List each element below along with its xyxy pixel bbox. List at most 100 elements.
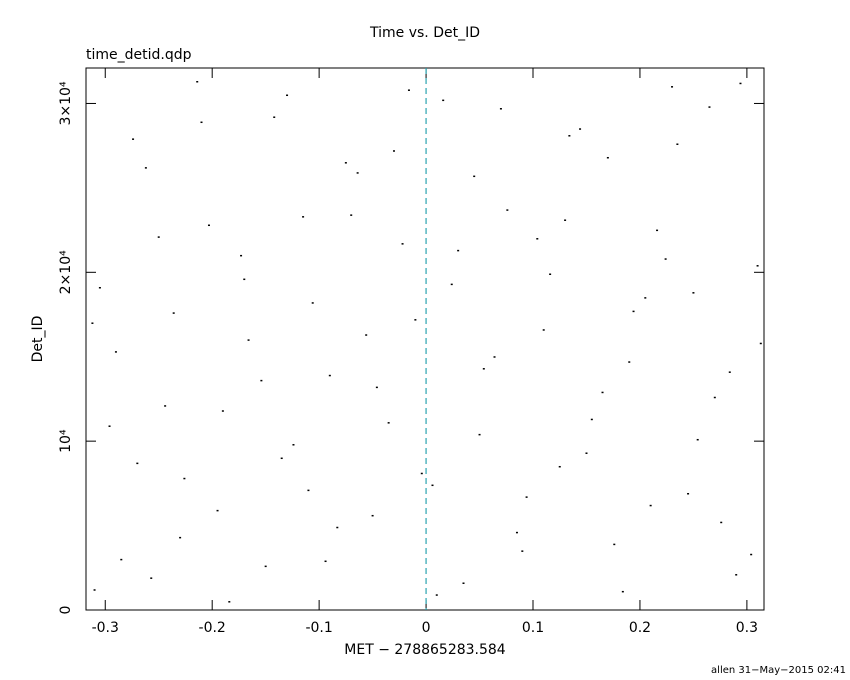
point xyxy=(696,438,699,441)
point xyxy=(431,484,434,487)
point xyxy=(179,536,182,539)
point xyxy=(307,489,310,492)
point xyxy=(478,433,481,436)
point xyxy=(172,312,175,314)
point xyxy=(371,514,374,517)
point xyxy=(132,138,135,140)
point xyxy=(750,553,753,556)
point xyxy=(196,81,199,83)
point xyxy=(344,162,347,164)
x-tick-label: 0 xyxy=(422,620,431,636)
point xyxy=(247,339,250,341)
x-tick-label: -0.2 xyxy=(199,620,226,636)
point xyxy=(164,405,167,407)
point xyxy=(515,531,518,534)
point xyxy=(150,577,153,579)
point xyxy=(759,342,762,345)
point xyxy=(120,558,123,561)
point xyxy=(273,116,276,118)
point xyxy=(549,273,552,275)
point xyxy=(292,444,295,446)
x-tick-label: -0.1 xyxy=(305,620,332,636)
x-tick-label: 0.1 xyxy=(522,620,544,636)
y-tick-label: 3×10⁴ xyxy=(58,81,74,125)
x-tick-label: 0.2 xyxy=(629,620,651,636)
point xyxy=(585,452,588,454)
chart-title: Time vs. Det_ID xyxy=(369,25,480,41)
plot-frame xyxy=(85,67,765,611)
point xyxy=(621,590,624,593)
point xyxy=(264,565,267,568)
point xyxy=(756,265,759,267)
point xyxy=(708,106,711,108)
point xyxy=(401,243,404,245)
point xyxy=(216,509,219,512)
point xyxy=(632,310,635,313)
point xyxy=(542,329,545,331)
point xyxy=(350,214,353,216)
point xyxy=(365,334,368,336)
point xyxy=(739,82,742,85)
point xyxy=(280,457,283,460)
point xyxy=(671,86,674,88)
point xyxy=(606,156,609,159)
point xyxy=(525,496,528,498)
y-tick-label: 10⁴ xyxy=(58,429,74,453)
point xyxy=(590,418,593,421)
point xyxy=(200,121,203,124)
point xyxy=(493,356,496,358)
point xyxy=(482,368,485,370)
y-tick-label: 2×10⁴ xyxy=(58,250,74,294)
point xyxy=(601,391,604,394)
y-tick-label: 0 xyxy=(58,606,74,615)
point xyxy=(473,175,476,178)
point xyxy=(676,143,679,145)
point xyxy=(324,560,327,563)
point xyxy=(407,89,410,91)
point xyxy=(260,379,263,382)
point xyxy=(302,216,305,218)
point xyxy=(375,386,378,389)
y-axis-label: Det_ID xyxy=(30,316,46,363)
point xyxy=(656,229,659,232)
point xyxy=(98,287,101,289)
point xyxy=(457,249,460,252)
point xyxy=(564,219,567,221)
point xyxy=(240,254,243,257)
point xyxy=(687,492,690,495)
point xyxy=(728,371,731,373)
point xyxy=(387,422,390,424)
point xyxy=(506,209,509,211)
point xyxy=(136,462,139,465)
point xyxy=(243,278,246,281)
point xyxy=(649,504,652,507)
point xyxy=(91,322,94,324)
point xyxy=(692,292,695,294)
point xyxy=(644,297,647,299)
point xyxy=(720,521,723,524)
point xyxy=(558,465,561,468)
footer: allen 31−May−2015 02:41 xyxy=(711,665,846,676)
point xyxy=(420,472,423,475)
point xyxy=(392,150,395,152)
point xyxy=(356,172,359,174)
point xyxy=(228,601,231,603)
point xyxy=(221,410,224,412)
chart-subtitle: time_detid.qdp xyxy=(86,47,192,63)
point xyxy=(735,574,738,576)
point xyxy=(114,351,117,353)
point xyxy=(157,236,160,238)
x-axis-label: MET − 278865283.584 xyxy=(344,642,506,658)
point xyxy=(713,396,716,399)
point xyxy=(521,550,524,552)
point xyxy=(462,582,465,584)
point xyxy=(144,167,147,169)
point xyxy=(328,374,331,377)
point xyxy=(414,319,417,321)
point xyxy=(664,258,667,260)
point xyxy=(442,99,445,102)
point xyxy=(628,361,631,363)
point xyxy=(579,128,582,130)
point xyxy=(536,238,539,240)
